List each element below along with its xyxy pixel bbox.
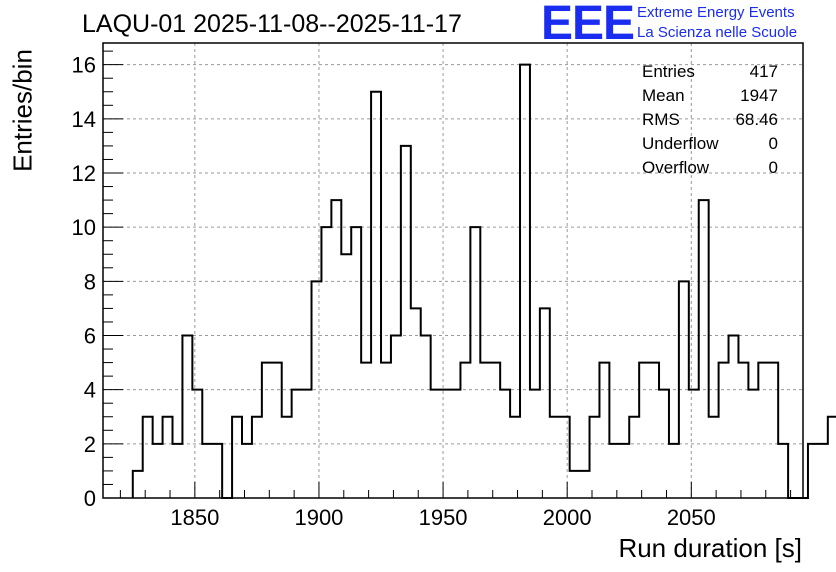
x-tick-label: 1900 [294, 505, 343, 530]
stats-label: Overflow [642, 158, 710, 177]
stats-label: Mean [642, 86, 685, 105]
stats-row-underflow: Underflow 0 [642, 132, 778, 156]
y-tick-label: 8 [84, 269, 96, 294]
stats-row-rms: RMS 68.46 [642, 108, 778, 132]
y-tick-label: 14 [72, 107, 96, 132]
logo-line-1: Extreme Energy Events [637, 4, 795, 21]
x-tick-label: 2050 [667, 505, 716, 530]
stats-value: 0 [768, 134, 778, 153]
y-axis-label: Entries/bin [7, 49, 38, 172]
plot-frame [102, 42, 804, 499]
stats-row-entries: Entries 417 [642, 60, 778, 84]
eee-logo-text: Extreme Energy Events La Scienza nelle S… [637, 3, 797, 43]
x-tick-label: 1950 [419, 505, 468, 530]
stats-value: 0 [768, 158, 778, 177]
y-tick-label: 10 [72, 215, 96, 240]
logo-line-2: La Scienza nelle Scuole [637, 24, 798, 41]
stats-label: RMS [642, 110, 680, 129]
stats-row-overflow: Overflow 0 [642, 156, 778, 180]
y-tick-label: 4 [84, 378, 96, 403]
y-tick-label: 6 [84, 324, 96, 349]
x-tick-label: 2000 [543, 505, 592, 530]
chart-title: LAQU-01 2025-11-08--2025-11-17 [82, 10, 462, 38]
stats-box: Entries 417 Mean 1947 RMS 68.46 Underflo… [642, 60, 778, 180]
y-tick-label: 12 [72, 161, 96, 186]
x-tick-label: 1850 [170, 505, 219, 530]
histogram-series [131, 63, 836, 499]
y-tick-label: 16 [72, 53, 96, 78]
stats-value: 417 [749, 62, 778, 81]
tick-labels: 1850 1900 1950 2000 2050 0 2 4 6 8 10 12 14 16 [72, 53, 716, 530]
y-tick-label: 0 [84, 486, 96, 511]
stats-label: Entries [642, 62, 695, 81]
eee-logo: EEE [541, 0, 635, 50]
x-axis-label: Run duration [s] [618, 533, 802, 563]
stats-value: 68.46 [735, 110, 778, 129]
stats-value: 1947 [740, 86, 778, 105]
stats-row-mean: Mean 1947 [642, 84, 778, 108]
stats-label: Underflow [642, 134, 719, 153]
y-tick-label: 2 [84, 432, 96, 457]
